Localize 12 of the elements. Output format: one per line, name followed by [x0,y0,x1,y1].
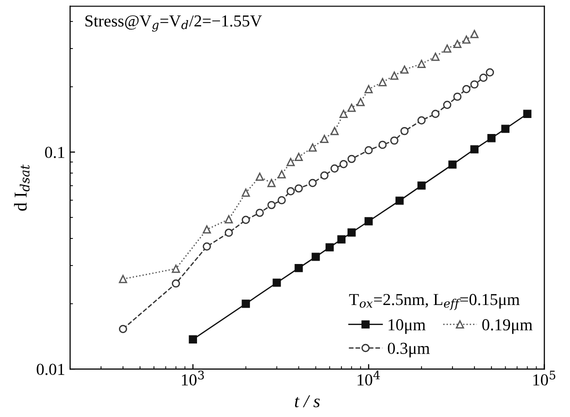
legend-title: T$_{ox}$=2.5nm, L$_{eff}$=0.15μm [349,294,520,310]
x-tick-label: 10$^{3}$ [182,370,204,386]
legend-label: 0.19μm [482,319,532,334]
x-tick-label: 10$^{4}$ [358,370,380,386]
legend-label: 10μm [388,319,426,334]
x-axis-title: t / s [294,395,320,408]
y-tick-label: 0.01 [36,364,64,376]
annotation: Stress@V$_{g}$=V$_{d}$/2=−1.55V [85,15,262,32]
y-axis-title: d I$_{dsat}$ [14,164,30,211]
y-tick-label: 0.1 [45,146,64,158]
legend-label: 0.3μm [388,342,430,358]
x-tick-label: 10$^{5}$ [533,370,556,386]
